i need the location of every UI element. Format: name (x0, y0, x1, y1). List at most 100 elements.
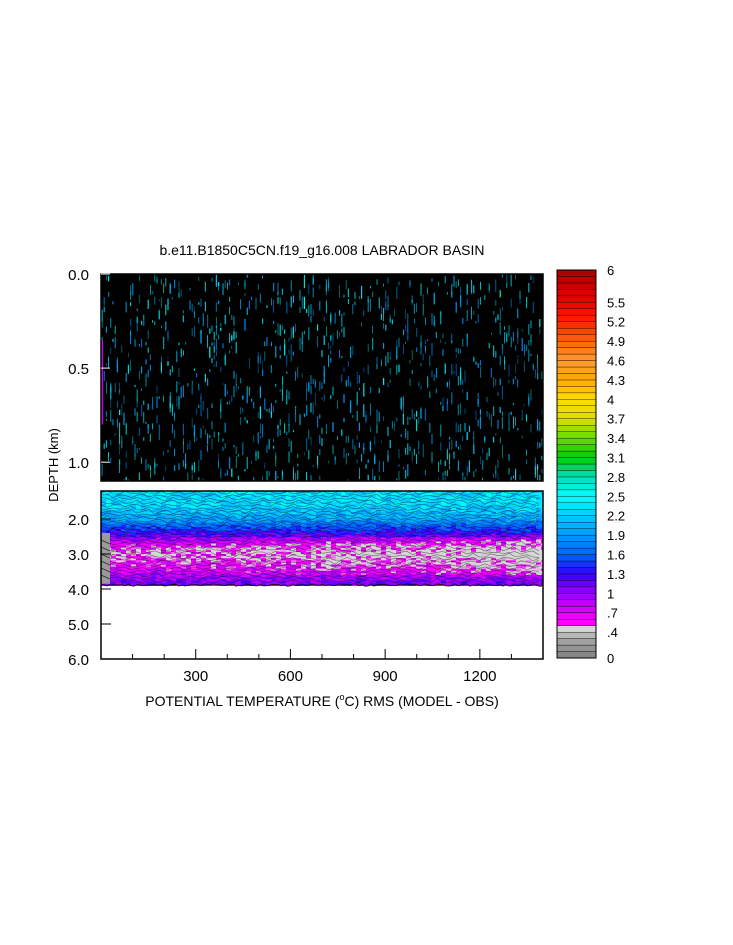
field-cell (161, 566, 167, 570)
field-cell (506, 497, 512, 500)
field-cell (296, 579, 302, 582)
field-cell (441, 503, 447, 507)
field-cell (396, 514, 402, 517)
field-cell (446, 545, 452, 549)
field-cell (156, 568, 162, 572)
field-cell (526, 535, 532, 538)
field-cell (461, 493, 467, 496)
field-cell (451, 495, 457, 498)
field-cell (531, 495, 537, 498)
field-cell (431, 493, 437, 496)
field-cell (246, 495, 252, 498)
field-cell (456, 535, 462, 538)
field-cell (161, 575, 167, 578)
field-cell (511, 556, 517, 559)
field-cell (516, 560, 522, 563)
field-cell (521, 543, 527, 546)
field-cell (526, 549, 532, 553)
field-cell (136, 554, 142, 557)
field-cell (541, 497, 543, 500)
field-cell (141, 579, 147, 582)
field-cell (236, 526, 242, 530)
field-cell (411, 497, 417, 500)
field-cell (161, 568, 167, 572)
field-cell (156, 509, 162, 513)
field-cell (136, 516, 142, 519)
field-cell (456, 572, 462, 576)
field-cell (421, 551, 427, 555)
field-cell (176, 562, 182, 565)
field-cell (176, 570, 182, 574)
field-cell (491, 507, 497, 511)
field-cell (491, 499, 497, 502)
field-cell (521, 530, 527, 534)
field-cell (351, 505, 357, 509)
field-cell (391, 493, 397, 496)
field-cell (391, 501, 397, 504)
field-cell (521, 522, 527, 525)
field-cell (151, 564, 157, 567)
field-cell (221, 543, 227, 546)
field-cell (271, 570, 277, 574)
field-cell (421, 535, 427, 538)
field-cell (311, 560, 317, 563)
field-cell (321, 501, 327, 504)
field-cell (521, 518, 527, 521)
field-cell (166, 524, 172, 528)
field-cell (401, 566, 407, 570)
field-cell (396, 541, 402, 544)
field-cell (166, 570, 172, 574)
field-cell (126, 539, 132, 542)
field-cell (351, 562, 357, 565)
field-cell (441, 545, 447, 549)
field-cell (141, 512, 147, 515)
field-cell (371, 505, 377, 509)
field-cell (186, 501, 192, 504)
field-cell (201, 518, 207, 521)
field-cell (191, 505, 197, 509)
field-cell (131, 539, 137, 542)
field-cell (471, 570, 477, 574)
field-cell (206, 520, 212, 523)
field-cell (251, 575, 257, 578)
field-cell (451, 520, 457, 523)
field-cell (366, 507, 372, 511)
field-cell (461, 516, 467, 519)
field-cell (331, 495, 337, 498)
field-cell (291, 562, 297, 565)
field-cell (321, 579, 327, 582)
field-cell (516, 568, 522, 572)
field-cell (121, 526, 127, 530)
field-cell (271, 556, 277, 559)
field-cell (211, 514, 217, 517)
field-cell (281, 568, 287, 572)
field-cell (356, 505, 362, 509)
field-cell (271, 568, 277, 572)
field-cell (416, 512, 422, 515)
field-cell (401, 491, 407, 494)
field-cell (411, 547, 417, 551)
field-cell (286, 501, 292, 504)
field-cell (486, 518, 492, 521)
field-cell (121, 495, 127, 498)
field-cell (321, 572, 327, 576)
field-cell (451, 558, 457, 561)
field-cell (241, 501, 247, 504)
field-cell (106, 505, 112, 509)
field-cell (351, 507, 357, 511)
field-cell (176, 516, 182, 519)
field-cell (266, 520, 272, 523)
field-edge (101, 339, 103, 425)
field-cell (321, 499, 327, 502)
field-cell (521, 570, 527, 574)
field-cell (376, 575, 382, 578)
field-cell (311, 556, 317, 559)
field-cell (486, 560, 492, 563)
field-cell (391, 535, 397, 538)
field-cell (161, 543, 167, 546)
field-cell (256, 514, 262, 517)
field-cell (341, 533, 347, 536)
field-cell (531, 522, 537, 525)
field-cell (146, 570, 152, 574)
